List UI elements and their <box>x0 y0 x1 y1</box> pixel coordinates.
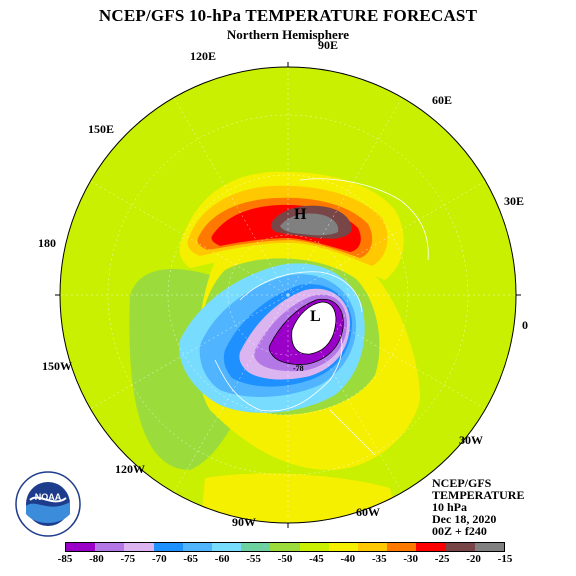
logo-gull <box>29 496 67 503</box>
contour-inner <box>268 298 344 365</box>
colorbar-swatch <box>474 543 505 551</box>
colorbar-swatch <box>387 543 417 551</box>
contours <box>268 298 344 365</box>
colorbar-swatch <box>328 543 359 551</box>
coast-eurasia <box>299 178 429 261</box>
colorbar-swatch <box>358 543 388 551</box>
colorbar-swatch <box>182 543 213 551</box>
contour-min <box>291 301 337 355</box>
lon-label-30e: 30E <box>504 194 525 208</box>
lon-label-150e: 150E <box>88 122 115 136</box>
coast-south <box>329 409 376 456</box>
colorbar-tick-label: -60 <box>214 553 230 565</box>
page-title: NCEP/GFS 10-hPa TEMPERATURE FORECAST <box>98 6 478 25</box>
colorbar-tick-label: -75 <box>120 553 136 565</box>
graticule <box>60 67 516 523</box>
lon-label-150w: 150W <box>42 359 72 373</box>
meridian-30w <box>287 294 487 410</box>
meridian-30e <box>287 180 487 296</box>
forecast-info: NCEP/GFS TEMPERATURE 10 hPa Dec 18, 2020… <box>432 477 524 537</box>
colorbar-tick-label: -20 <box>466 553 481 565</box>
lon-label-30w: 30W <box>459 433 483 447</box>
colorbar-tick-label: -15 <box>497 553 513 565</box>
lon-label-90e: 90E <box>318 38 339 52</box>
lon-label-60w: 60W <box>356 505 380 519</box>
rim-ticks <box>55 62 521 528</box>
colorbar-swatch <box>66 543 96 551</box>
lon-label-120w: 120W <box>115 462 145 476</box>
colorbar-tick-label: -25 <box>434 553 450 565</box>
lon-label-180: 180 <box>38 236 56 250</box>
meridian-150w <box>89 294 289 410</box>
colorbar-labels: -85 -80 -75 -70 -65 -60 -55 -50 -45 -40 -35 -30 -25 -… <box>40 553 530 569</box>
colorbar-swatch <box>299 543 329 551</box>
info-date: Dec 18, 2020 <box>432 512 497 526</box>
contour-value-label: -78 <box>293 364 304 373</box>
lon-label-0: 0 <box>522 318 528 332</box>
colorbar-tick-label: -80 <box>89 553 104 565</box>
colorbar-swatch <box>212 543 242 551</box>
info-forecast-hour: 00Z + f240 <box>432 524 487 538</box>
colorbar-tick-label: -50 <box>277 553 293 565</box>
colorbar-tick-label: -35 <box>371 553 387 565</box>
colorbar <box>65 542 505 552</box>
low-pressure-marker: L <box>310 308 321 325</box>
meridian-150e <box>89 180 289 296</box>
colorbar-tick-label: -65 <box>183 553 199 565</box>
colorbar-swatch <box>124 543 154 551</box>
logo-text: NOAA <box>35 492 62 502</box>
coast-north-america <box>214 334 343 412</box>
colorbar-tick-label: -30 <box>403 553 419 565</box>
colorbar-swatch <box>270 543 300 551</box>
lon-label-90w: 90W <box>232 515 256 529</box>
band-warm-core <box>280 213 339 236</box>
colorbar-tick-label: -55 <box>246 553 261 565</box>
colorbar-swatch <box>241 543 271 551</box>
colorbar-tick-label: -85 <box>57 553 73 565</box>
info-level: 10 hPa <box>432 500 468 514</box>
colorbar-swatch <box>416 543 446 551</box>
band-cold-core <box>291 302 336 355</box>
coast-arctic <box>239 271 363 313</box>
info-variable: TEMPERATURE <box>432 488 525 502</box>
lon-label-120e: 120E <box>190 49 217 63</box>
colorbar-swatch <box>445 543 475 551</box>
colorbar-tick-label: -40 <box>340 553 356 565</box>
info-model: NCEP/GFS <box>432 476 492 490</box>
colorbar-tick-label: -70 <box>151 553 167 565</box>
high-pressure-marker: H <box>294 206 307 223</box>
lon-label-60e: 60E <box>432 93 453 107</box>
page-subtitle: Northern Hemisphere <box>226 27 350 42</box>
coastlines <box>214 178 429 456</box>
noaa-logo: NOAA <box>15 471 81 537</box>
logo-wave <box>26 502 70 523</box>
colorbar-swatch <box>153 543 183 551</box>
colorbar-tick-label: -45 <box>309 553 324 565</box>
colorbar-swatch <box>95 543 125 551</box>
